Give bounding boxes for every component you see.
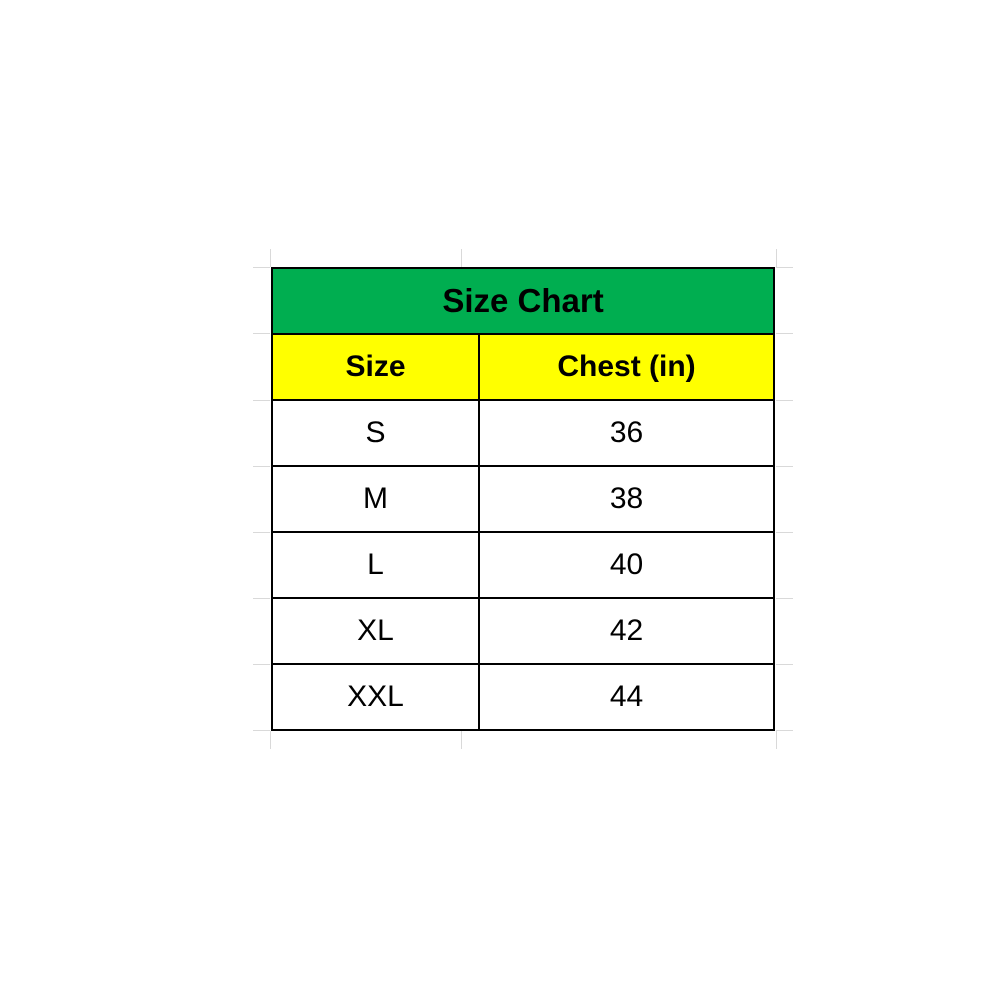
table-title-row: Size Chart bbox=[273, 269, 773, 333]
gridline-tick bbox=[776, 598, 793, 599]
gridline-tick bbox=[253, 664, 270, 665]
gridline-tick bbox=[776, 664, 793, 665]
gridline-tick bbox=[270, 731, 271, 749]
size-cell: S bbox=[365, 416, 386, 449]
gridline-tick bbox=[461, 249, 462, 267]
table-row: L 40 bbox=[273, 531, 773, 597]
table-row: M 38 bbox=[273, 465, 773, 531]
gridline-tick bbox=[253, 400, 270, 401]
size-cell: L bbox=[367, 548, 384, 581]
table-row: XXL 44 bbox=[273, 663, 773, 729]
gridline-tick bbox=[253, 532, 270, 533]
column-header-size: Size bbox=[273, 335, 478, 399]
gridline-tick bbox=[776, 333, 793, 334]
table-title: Size Chart bbox=[273, 269, 773, 333]
table-header-row: Size Chest (in) bbox=[273, 333, 773, 399]
size-cell: XL bbox=[357, 614, 394, 647]
gridline-tick bbox=[776, 731, 777, 749]
gridline-tick bbox=[253, 598, 270, 599]
gridline-tick bbox=[776, 532, 793, 533]
chest-cell: 44 bbox=[478, 665, 773, 729]
gridline-tick bbox=[776, 400, 793, 401]
gridline-tick bbox=[776, 730, 793, 731]
size-cell: XXL bbox=[347, 680, 404, 713]
chest-cell: 40 bbox=[478, 533, 773, 597]
chest-cell: 38 bbox=[478, 467, 773, 531]
gridline-tick bbox=[253, 267, 270, 268]
table-row: S 36 bbox=[273, 399, 773, 465]
size-cell: M bbox=[363, 482, 388, 515]
gridline-tick bbox=[253, 466, 270, 467]
gridline-tick bbox=[461, 731, 462, 749]
gridline-tick bbox=[253, 730, 270, 731]
gridline-tick bbox=[776, 249, 777, 267]
chest-cell: 42 bbox=[478, 599, 773, 663]
gridline-tick bbox=[776, 466, 793, 467]
gridline-tick bbox=[776, 267, 793, 268]
column-header-chest: Chest (in) bbox=[478, 335, 773, 399]
chest-cell: 36 bbox=[478, 401, 773, 465]
size-chart-table: Size Chart Size Chest (in) S 36 M 38 L 4… bbox=[271, 267, 775, 731]
table-row: XL 42 bbox=[273, 597, 773, 663]
gridline-tick bbox=[253, 333, 270, 334]
gridline-tick bbox=[270, 249, 271, 267]
